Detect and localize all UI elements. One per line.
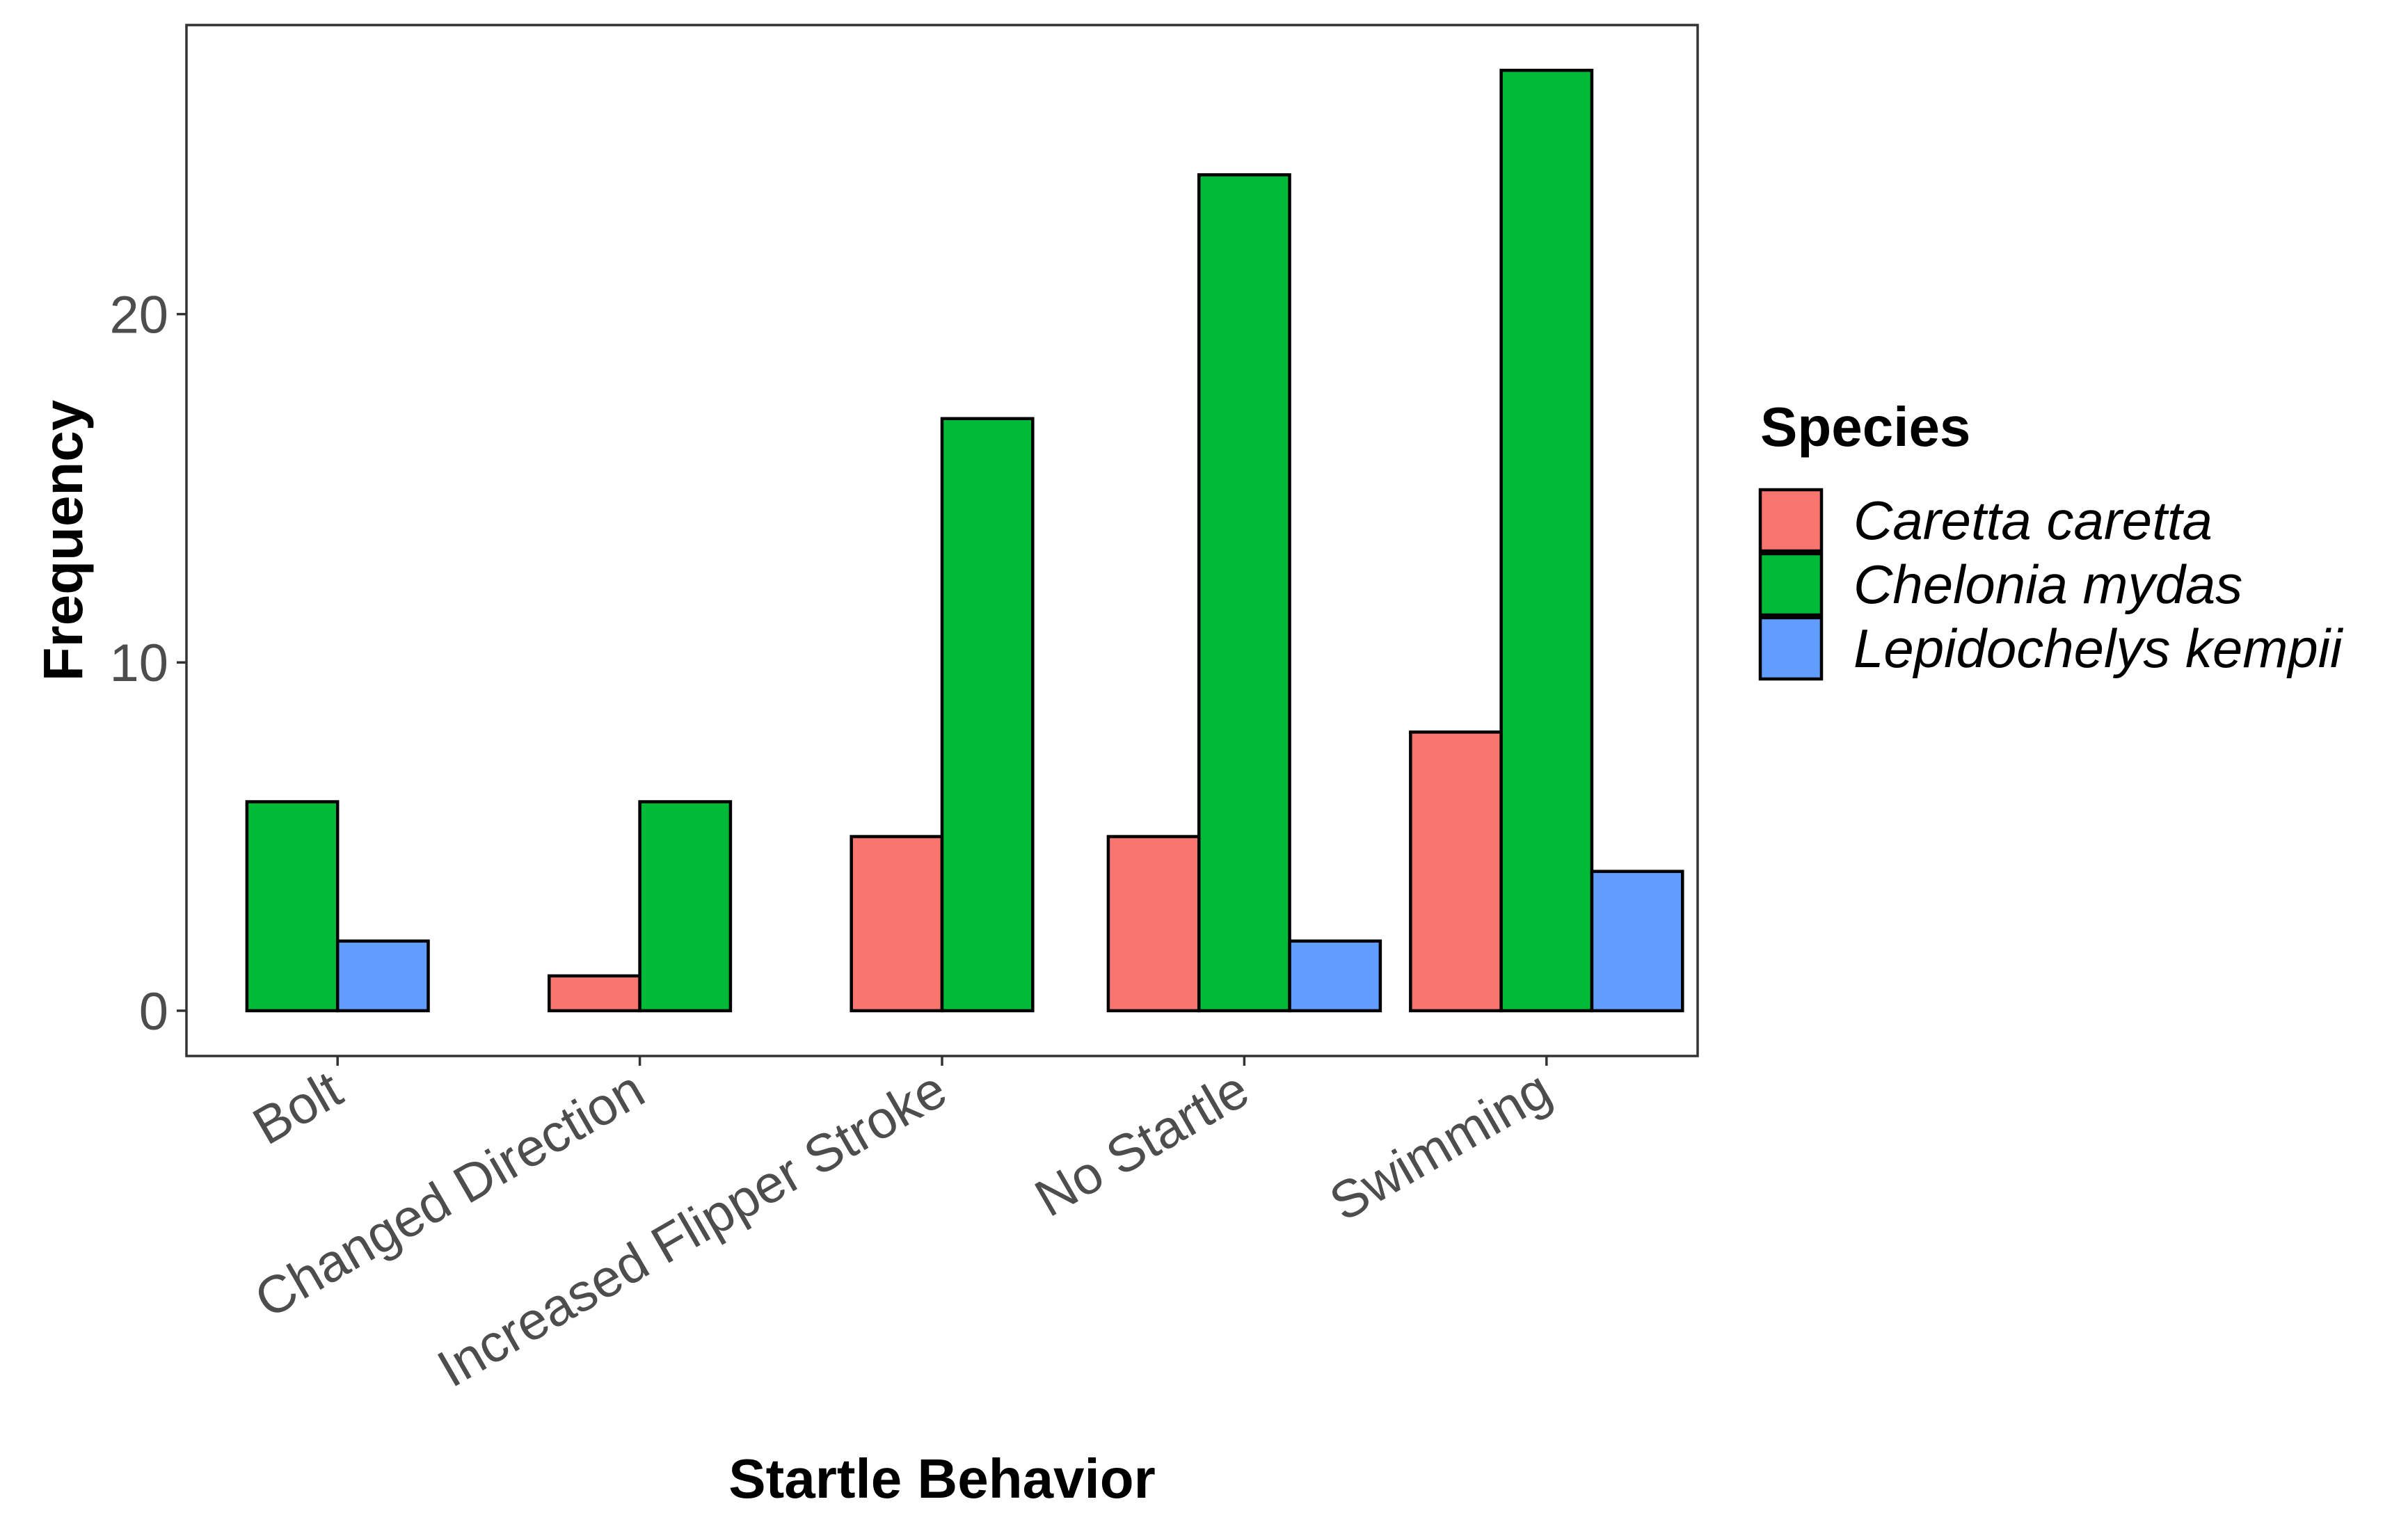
legend-label-chelonia-mydas: Chelonia mydas [1853, 554, 2242, 615]
x-axis-title: Startle Behavior [728, 1448, 1156, 1510]
legend-label-lepidochelys-kempii: Lepidochelys kempii [1853, 618, 2344, 679]
bar-swimming-chelonia-mydas [1499, 68, 1594, 1013]
legend-key-chelonia-mydas [1758, 552, 1824, 617]
bar-no-startle-chelonia-mydas [1197, 173, 1291, 1013]
y-axis-title: Frequency [32, 399, 94, 681]
bar-bolt-chelonia-mydas [245, 800, 340, 1013]
legend-title: Species [1760, 396, 1970, 458]
legend-key-caretta-caretta [1758, 488, 1824, 553]
bar-increased-flipper-stroke-chelonia-mydas [940, 417, 1035, 1013]
legend-label-caretta-caretta: Caretta caretta [1853, 490, 2212, 551]
bar-swimming-lepidochelys-kempii [1590, 870, 1684, 1013]
y-axis: 0 10 20 [109, 286, 186, 1041]
bar-no-startle-lepidochelys-kempii [1288, 939, 1382, 1013]
bar-swimming-caretta-caretta [1409, 730, 1503, 1013]
bar-increased-flipper-stroke-caretta-caretta [850, 835, 944, 1013]
y-tick-label: 10 [109, 634, 168, 693]
bar-changed-direction-chelonia-mydas [638, 800, 733, 1013]
y-tick-label: 20 [109, 286, 168, 345]
bars-layer [245, 68, 1684, 1013]
bar-changed-direction-caretta-caretta [548, 974, 641, 1013]
bar-bolt-lepidochelys-kempii [335, 939, 430, 1013]
bar-no-startle-caretta-caretta [1106, 835, 1201, 1013]
y-tick-label: 0 [139, 982, 168, 1041]
legend-key-lepidochelys-kempii [1758, 616, 1824, 681]
plot-panel-border [185, 24, 1699, 1057]
